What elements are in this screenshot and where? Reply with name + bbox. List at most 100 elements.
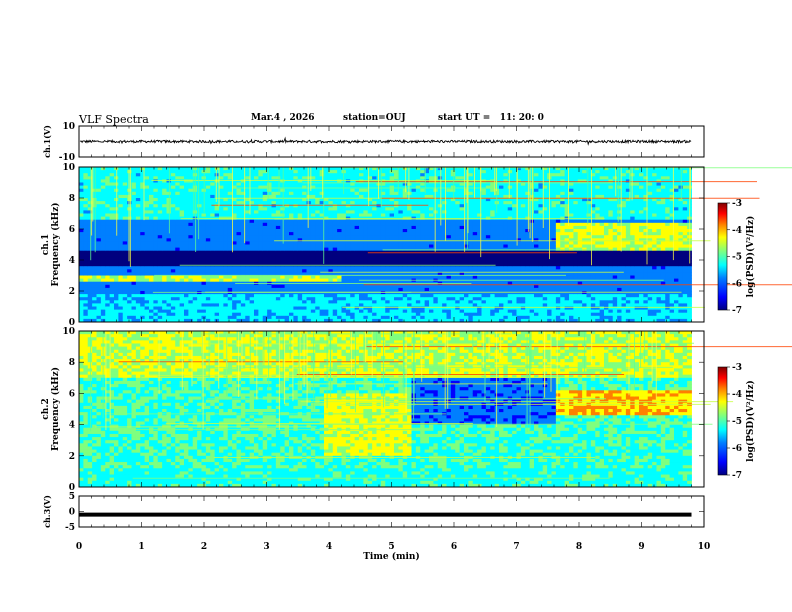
spectrogram-1-cell	[359, 306, 364, 310]
spectrogram-1-cell	[254, 173, 259, 177]
spectrogram-1-cell	[341, 312, 347, 317]
spectrogram-1-cell	[446, 318, 452, 323]
spectrogram-1-cell	[354, 188, 360, 193]
spectrogram-1-cell	[490, 309, 496, 314]
spectrogram-1-cell	[468, 253, 474, 258]
spectrogram-1-cell	[380, 300, 386, 304]
spectrogram-1-cell	[179, 315, 185, 320]
spectrogram-1-cell	[118, 309, 124, 314]
spectrogram-1-cell	[105, 275, 111, 279]
spectrogram-1-cell	[275, 241, 281, 245]
spectrogram-1-cell	[96, 294, 102, 298]
spectrogram-1-cell	[197, 207, 202, 211]
spectrogram-1-cell	[79, 281, 84, 286]
spectrogram-1-cell	[219, 318, 224, 323]
spectrogram-1-cell	[162, 287, 167, 292]
spectrogram-1-cell	[162, 191, 167, 196]
spectrogram-1-cell	[503, 244, 509, 248]
spectrogram-1-cell	[271, 247, 277, 252]
spectrogram-1-cell	[127, 229, 132, 233]
spectrogram-1-cell	[472, 191, 478, 196]
spectrogram-1-cell	[79, 229, 84, 233]
spectrogram-1-cell	[297, 207, 303, 211]
spectrogram-1-cell	[306, 294, 312, 298]
spectrogram-1-cell	[297, 272, 303, 276]
spectrogram-1-cell	[494, 238, 500, 242]
spectrogram-1-cell	[450, 272, 456, 276]
spectrogram-1-cell	[367, 222, 373, 227]
spectrogram-1-cell	[188, 300, 194, 304]
spectrogram-1-cell	[245, 235, 251, 239]
spectrogram-1-cell	[105, 294, 111, 298]
spectrogram-1-cell	[359, 287, 364, 292]
spectrogram-1-cell	[236, 167, 242, 171]
spectrogram-1-cell	[118, 191, 124, 196]
spectrogram-1-cell	[127, 219, 132, 224]
spectrogram-1-cell	[131, 247, 137, 252]
spectrogram-1-cell	[289, 269, 294, 273]
spectrogram-1-cell	[420, 167, 426, 171]
spectrogram-1-cell	[92, 275, 97, 279]
spectrogram-1-cell	[166, 250, 172, 255]
spectrogram-1-cell	[437, 300, 443, 304]
spectrogram-1-cell	[289, 176, 294, 180]
spectrogram-1-cell	[219, 219, 224, 224]
spectrogram-1-cell	[446, 312, 452, 317]
spectrogram-1-cell	[332, 312, 338, 317]
spectrogram-1-cell	[433, 167, 439, 171]
spectrogram-1-cell	[105, 315, 111, 320]
spectrogram-1-cell	[363, 256, 369, 261]
spectrogram-1-cell	[345, 232, 351, 236]
spectrogram-1-cell	[275, 287, 281, 292]
spectrogram-1-cell	[227, 278, 233, 283]
spectrogram-1-cell	[354, 176, 360, 180]
spectrogram-1-cell	[468, 222, 474, 227]
spectrogram-1-cell	[201, 222, 207, 227]
spectrogram-1-cell	[149, 284, 154, 289]
spectrogram-1-cell	[293, 232, 299, 236]
spectrogram-1-cell	[271, 312, 277, 317]
spectrogram-1-cell	[297, 303, 303, 307]
spectrogram-1-cell	[485, 167, 491, 171]
spectrogram-1-cell	[394, 266, 399, 270]
spectrogram-1-cell	[354, 318, 360, 323]
spectrogram-1-cell	[455, 309, 461, 314]
spectrogram-1-cell	[503, 173, 509, 177]
spectrogram-1-cell	[289, 256, 294, 261]
spectrogram-1-cell	[398, 229, 404, 233]
spectrogram-1-cell	[302, 204, 307, 208]
spectrogram-1-cell	[315, 235, 321, 239]
spectrogram-1-cell	[407, 170, 412, 174]
spectrogram-1-cell	[398, 188, 404, 193]
spectrogram-1-cell	[166, 207, 172, 211]
spectrogram-1-cell	[135, 244, 141, 248]
spectrogram-1-cell	[350, 179, 356, 183]
spectrogram-1-cell	[363, 210, 369, 214]
spectrogram-1-cell	[354, 225, 360, 230]
spectrogram-1-cell	[499, 241, 504, 245]
spectrogram-1-cell	[87, 247, 93, 252]
spectrogram-1-cell	[205, 250, 211, 255]
spectrogram-1-cell	[499, 253, 504, 258]
spectrogram-1-cell	[162, 201, 167, 205]
spectrogram-1-cell	[96, 253, 102, 258]
spectrogram-1-cell	[297, 269, 303, 273]
spectrogram-1-cell	[214, 176, 220, 180]
spectrogram-1-cell	[184, 222, 189, 227]
spectrogram-1-cell	[166, 256, 172, 261]
spectrogram-1-cell	[490, 198, 496, 202]
spectrogram-1-cell	[289, 312, 294, 317]
spectrogram-1-cell	[131, 194, 137, 199]
spectrogram-1-cell	[337, 306, 342, 310]
spectrogram-1-cell	[411, 253, 417, 258]
spectrogram-1-cell	[437, 182, 443, 186]
spectrogram-1-cell	[459, 244, 465, 248]
spectrogram-1-cell	[359, 312, 364, 317]
spectrogram-1-cell	[376, 225, 382, 230]
spectrogram-1-cell	[83, 201, 89, 205]
spectrogram-1-cell	[450, 232, 456, 236]
spectrogram-1-cell	[284, 266, 290, 270]
spectrogram-1-cell	[302, 188, 307, 193]
spectrogram-1-cell	[420, 287, 426, 292]
spectrogram-1-cell	[459, 260, 465, 264]
